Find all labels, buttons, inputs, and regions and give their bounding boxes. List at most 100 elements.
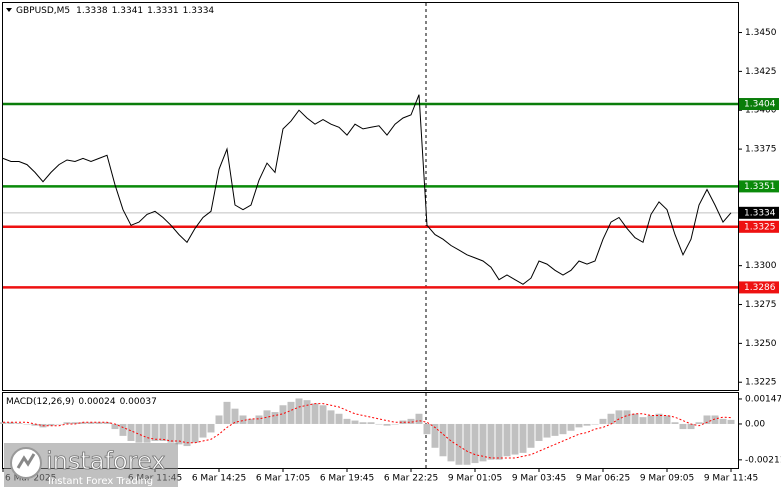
- macd-bar: [15, 423, 23, 424]
- macd-bar: [687, 423, 695, 430]
- macd-bar: [319, 405, 327, 424]
- macd-bar: [503, 423, 511, 457]
- x-tick-label: 6 Mar 14:25: [192, 474, 246, 484]
- macd-bar: [447, 423, 455, 462]
- x-tick-label: 6 Mar 19:45: [320, 474, 374, 484]
- macd-bar: [543, 423, 551, 438]
- macd-bar: [79, 422, 87, 424]
- y-tick-label: 0.00: [745, 419, 765, 429]
- y-tick-label: 1.3425: [745, 67, 777, 77]
- macd-bar: [647, 415, 655, 424]
- macd-bar: [327, 410, 335, 424]
- macd-bar: [607, 413, 615, 424]
- x-tick-label: 9 Mar 06:25: [576, 474, 630, 484]
- macd-bar: [119, 423, 127, 436]
- level-label-bg: [739, 281, 779, 294]
- x-tick-label: 6 Mar 22:25: [384, 474, 438, 484]
- macd-bar: [71, 422, 79, 424]
- current-price-label: 1.3334: [744, 208, 776, 218]
- macd-bar: [431, 423, 439, 448]
- x-tick-label: 9 Mar 11:45: [704, 474, 758, 484]
- macd-bar: [519, 423, 527, 453]
- macd-bar: [631, 413, 639, 424]
- macd-bar: [495, 423, 503, 460]
- y-tick-label: 1.3450: [745, 28, 777, 38]
- macd-bar: [151, 423, 159, 441]
- level-label: 1.3351: [744, 182, 776, 192]
- macd-header: MACD(12,26,9) 0.00024 0.00037: [6, 397, 157, 407]
- macd-bar: [599, 418, 607, 424]
- level-label-bg: [739, 180, 779, 193]
- macd-bar: [311, 403, 319, 424]
- macd-bar: [487, 423, 495, 460]
- macd-bar: [175, 423, 183, 445]
- macd-bar: [247, 418, 255, 424]
- y-tick-label: -0.00211: [745, 455, 781, 465]
- macd-bar: [703, 415, 711, 424]
- macd-bar: [535, 423, 543, 441]
- dropdown-icon: [6, 8, 12, 12]
- macd-bar: [231, 408, 239, 424]
- level-label: 1.3404: [744, 100, 776, 110]
- macd-bar: [407, 418, 415, 424]
- y-tick-label: 1.3275: [745, 300, 777, 310]
- macd-bar: [639, 417, 647, 424]
- macd-bar: [183, 423, 191, 447]
- macd-bar: [575, 423, 583, 428]
- macd-bar: [263, 410, 271, 424]
- macd-bar: [287, 401, 295, 424]
- macd-bar: [439, 423, 447, 457]
- macd-bar: [279, 405, 287, 424]
- macd-bar: [567, 423, 575, 431]
- macd-bar: [7, 422, 15, 424]
- macd-bar: [167, 423, 175, 443]
- y-tick-label: 1.3375: [745, 145, 777, 155]
- macd-bar: [207, 423, 215, 433]
- macd-bar: [303, 400, 311, 424]
- macd-bar: [271, 412, 279, 424]
- symbol-title: GBPUSD,M5: [16, 6, 70, 16]
- macd-bar: [391, 423, 399, 425]
- macd-panel-frame: [2, 392, 739, 469]
- macd-bar: [527, 423, 535, 448]
- price-panel-frame: [2, 2, 739, 391]
- macd-bar: [583, 423, 591, 426]
- macd-bar: [383, 423, 391, 426]
- macd-bar: [63, 422, 71, 424]
- macd-bar: [471, 423, 479, 464]
- macd-bar: [399, 420, 407, 424]
- macd-bar: [23, 423, 31, 425]
- macd-bar: [663, 415, 671, 424]
- price-line: [2, 94, 732, 285]
- macd-value: 0.00024: [78, 397, 115, 407]
- signal-value: 0.00037: [120, 397, 157, 407]
- x-tick-label: 9 Mar 01:05: [448, 474, 502, 484]
- level-label-bg: [739, 220, 779, 233]
- macd-bar: [359, 422, 367, 424]
- macd-bar: [591, 423, 599, 425]
- macd-bar: [343, 418, 351, 424]
- x-tick-label: 9 Mar 09:05: [640, 474, 694, 484]
- macd-bar: [223, 401, 231, 424]
- open: 1.3338: [76, 6, 108, 16]
- macd-bar: [711, 415, 719, 424]
- macd-bar: [335, 413, 343, 424]
- macd-bar: [559, 423, 567, 435]
- macd-bar: [111, 423, 119, 430]
- logo-tagline: Instant Forex Trading: [48, 476, 153, 487]
- level-label: 1.3325: [744, 222, 776, 232]
- level-label-bg: [739, 98, 779, 111]
- y-tick-label: 1.3300: [745, 261, 777, 271]
- macd-bar: [423, 423, 431, 435]
- macd-bar: [679, 423, 687, 430]
- macd-title: MACD(12,26,9): [6, 397, 74, 407]
- macd-bar: [135, 423, 143, 443]
- macd-bar: [55, 423, 63, 425]
- macd-bar: [551, 423, 559, 436]
- macd-bar: [727, 419, 735, 424]
- macd-bar: [143, 423, 151, 443]
- macd-bar: [719, 418, 727, 424]
- macd-bar: [367, 422, 375, 424]
